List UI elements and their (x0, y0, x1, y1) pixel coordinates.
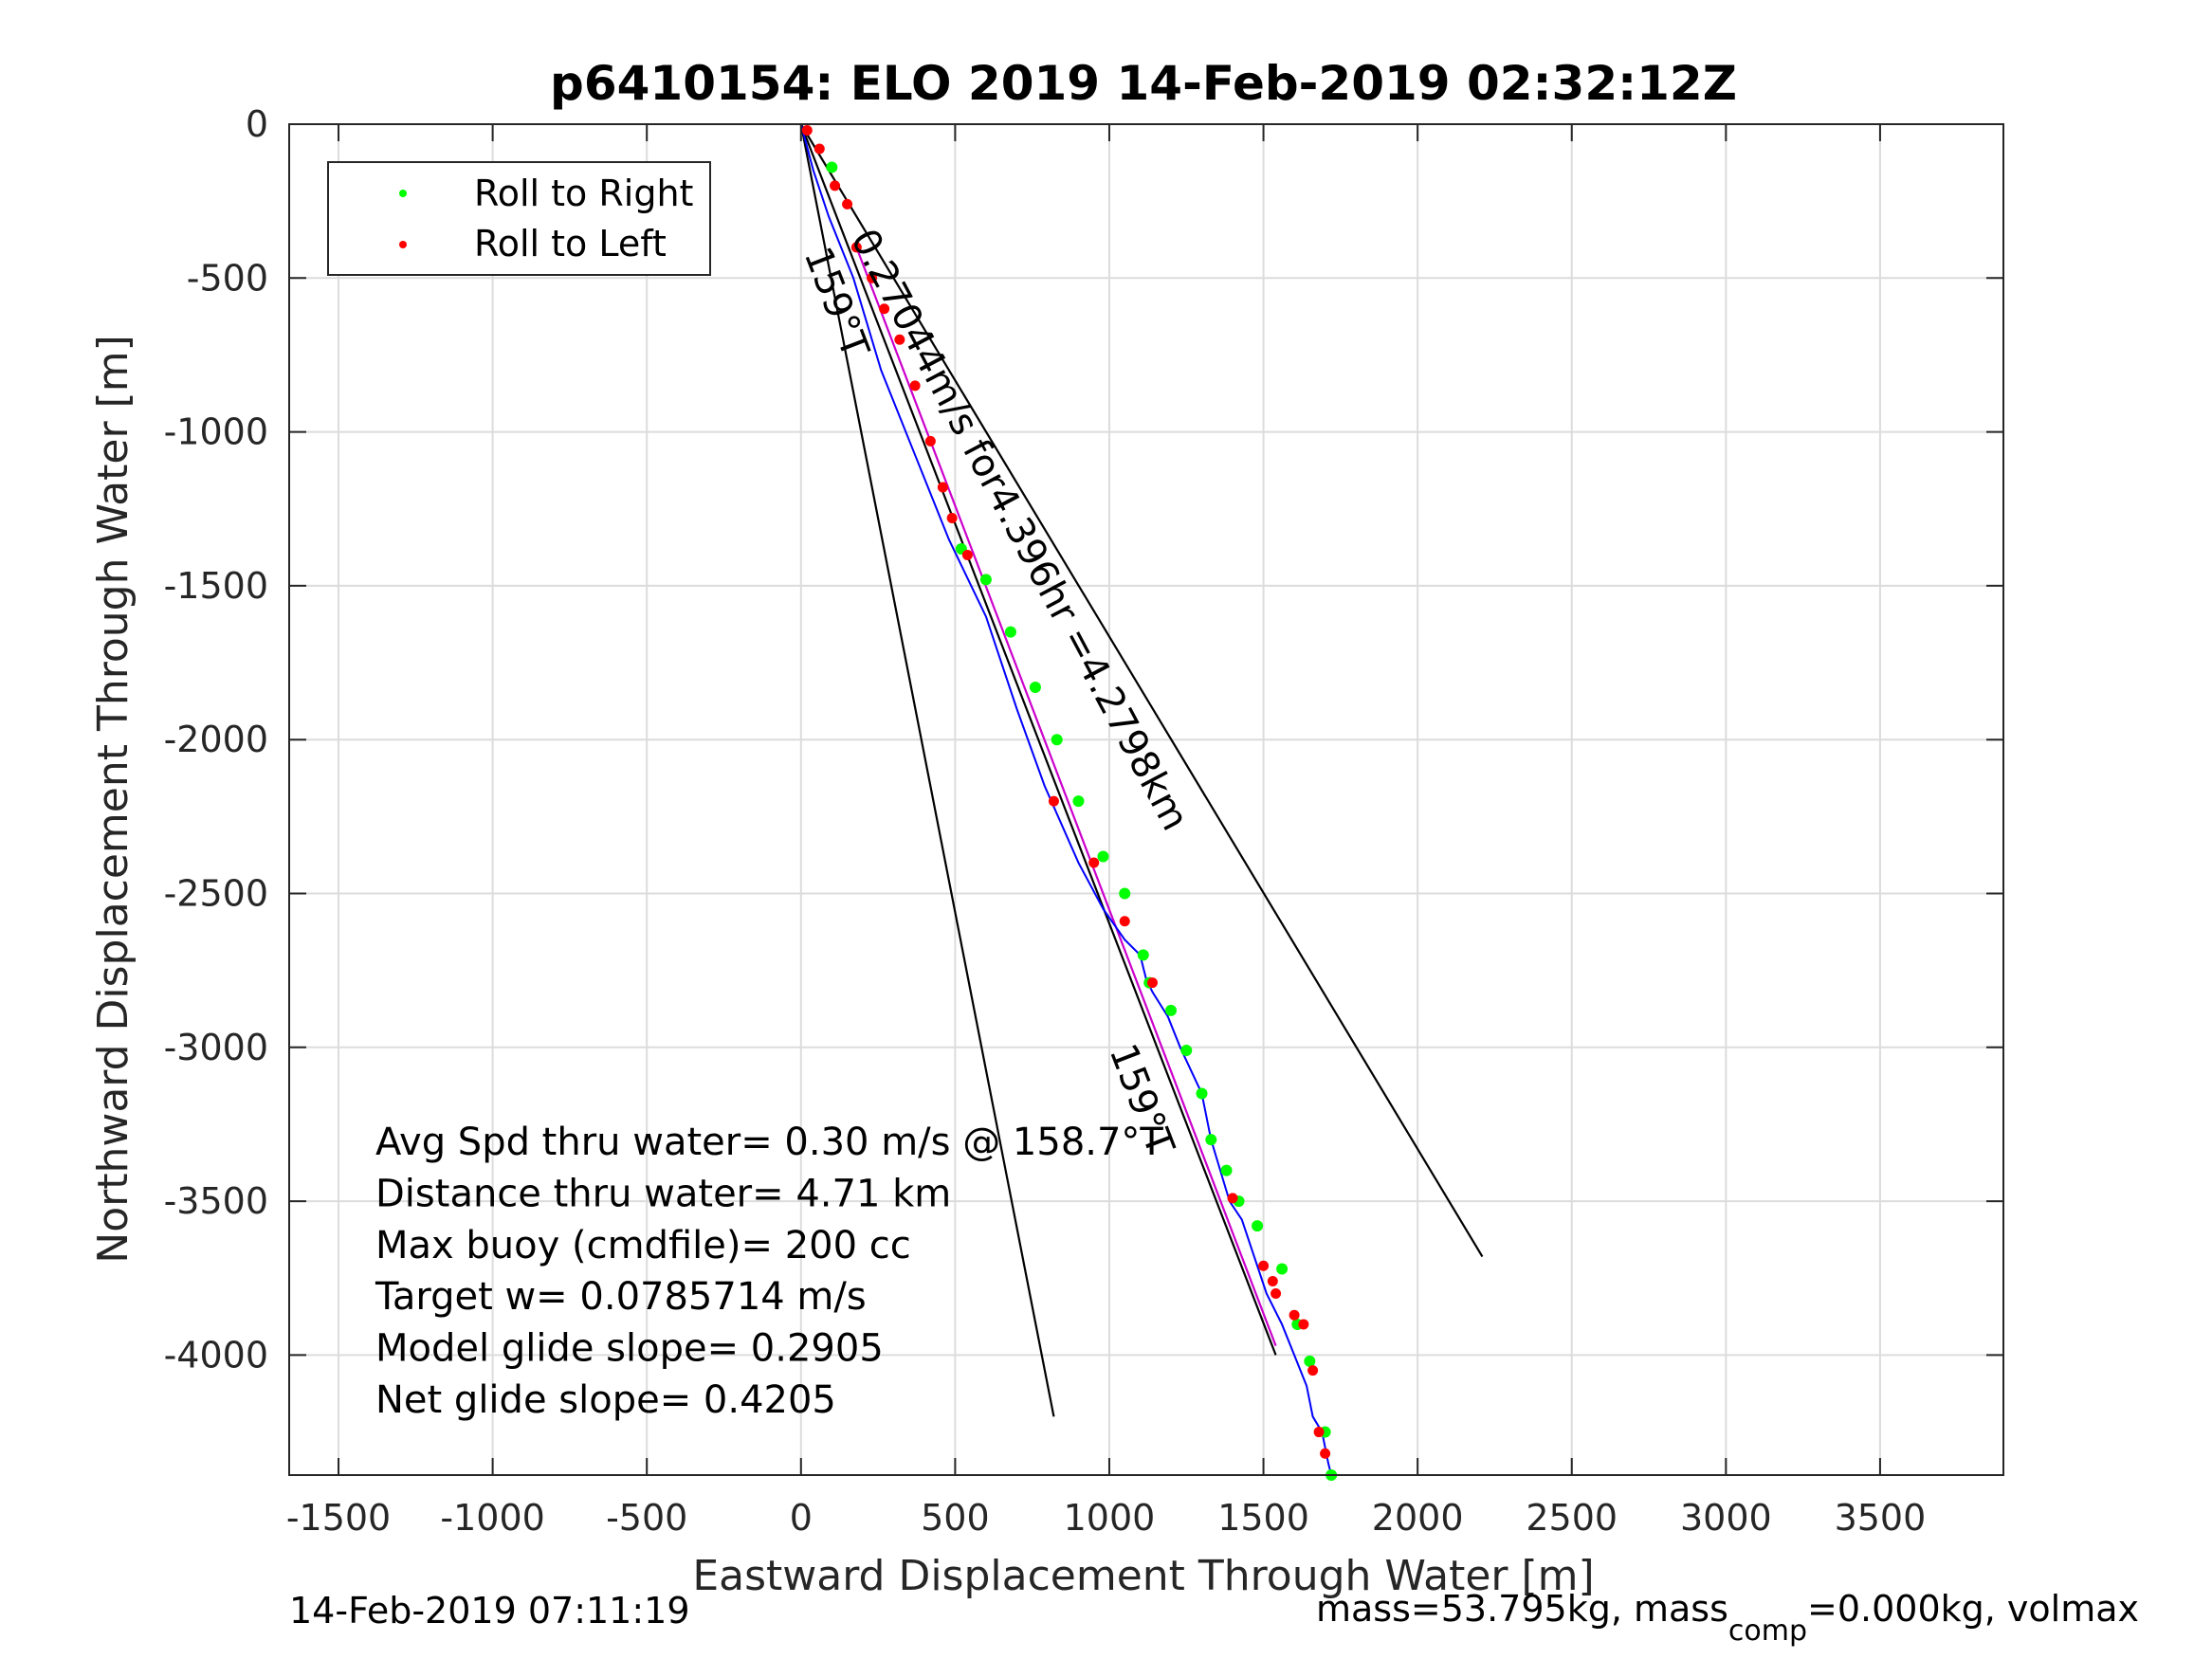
legend-box (327, 161, 711, 276)
roll-left-point (924, 435, 936, 447)
y-tick-label: -3500 (164, 1180, 268, 1222)
roll-right-point (1137, 949, 1149, 961)
x-tick-label: 3000 (1680, 1497, 1772, 1539)
stats-annotation-line: Avg Spd thru water= 0.30 m/s @ 158.7°T (375, 1121, 1163, 1164)
x-tick-label: 1500 (1217, 1497, 1309, 1539)
roll-right-point (1252, 1220, 1264, 1232)
chart-title: p6410154: ELO 2019 14-Feb-2019 02:32:12Z (550, 56, 1737, 111)
footer-mass-subscript: comp (1728, 1614, 1807, 1648)
roll-left-point (1147, 977, 1159, 989)
plot-frame (288, 123, 2004, 1476)
footer-mass-rest: =0.000kg, volmax (1807, 1588, 2139, 1630)
stats-annotation-line: Distance thru water= 4.71 km (375, 1172, 951, 1215)
roll-left-point (814, 143, 825, 155)
y-tick-label: -4000 (164, 1334, 268, 1376)
roll-right-point (1205, 1134, 1217, 1146)
roll-right-point (1051, 734, 1063, 746)
roll-right-point (1276, 1263, 1289, 1275)
roll-left-point (1313, 1427, 1325, 1438)
track-line (799, 123, 1333, 1476)
y-tick-label: -2500 (164, 873, 268, 915)
roll-left-point (1307, 1365, 1319, 1376)
stats-annotation-line: Target w= 0.0785714 m/s (375, 1275, 867, 1319)
stats-annotation-line: Max buoy (cmdfile)= 200 cc (375, 1224, 911, 1267)
roll-right-point (1072, 795, 1085, 808)
roll-left-point (850, 242, 862, 253)
grid-lines (289, 123, 2003, 1475)
glider-track (799, 123, 1333, 1476)
roll-left-point (1289, 1309, 1300, 1321)
roll-left-point (879, 303, 890, 315)
x-tick-label: 0 (790, 1497, 813, 1539)
heading-line (799, 123, 1055, 1417)
y-tick-label: -500 (187, 257, 268, 299)
roll-right-point (1180, 1045, 1193, 1057)
x-tick-label: 1000 (1064, 1497, 1156, 1539)
y-axis-label: Northward Displacement Through Water [m] (89, 335, 137, 1263)
y-tick-label: -1000 (164, 411, 268, 453)
roll-right-point (826, 161, 838, 173)
roll-right-point (1304, 1355, 1316, 1367)
roll-left-point (830, 180, 841, 191)
stats-annotation-line: Net glide slope= 0.4205 (375, 1378, 836, 1422)
x-tick-label: -1500 (286, 1497, 391, 1539)
roll-left-point (894, 334, 905, 345)
roll-left-point (909, 380, 921, 392)
roll-left-point (801, 124, 813, 136)
roll-left-point (946, 512, 958, 523)
stats-annotations: Avg Spd thru water= 0.30 m/s @ 158.7°T Di… (375, 1121, 1163, 1422)
heading-lines (799, 123, 1484, 1417)
y-tick-label: 0 (246, 103, 268, 145)
footer-mass-info: mass=53.795kg, masscomp=0.000kg, volmax (1316, 1588, 2139, 1648)
roll-right-point (1220, 1164, 1233, 1176)
roll-left-point (1267, 1276, 1278, 1287)
footer-mass-part: mass=53.795kg, mass (1316, 1588, 1728, 1630)
y-tick-label: -2000 (164, 719, 268, 760)
x-tick-label: -500 (606, 1497, 687, 1539)
roll-right-point (1004, 626, 1016, 638)
roll-left-point (842, 198, 853, 210)
roll-left-point (867, 272, 878, 283)
axis-ticks: -1500 -1000 -500 0 500 1000 1500 2000 2500 3000 35… (164, 103, 2003, 1539)
roll-left-point (937, 482, 948, 493)
roll-left-point (1119, 916, 1130, 927)
roll-right-point (1029, 682, 1041, 694)
roll-right-point (1119, 887, 1131, 900)
x-tick-label: 2500 (1526, 1497, 1618, 1539)
x-tick-label: 500 (921, 1497, 990, 1539)
roll-left-point (1320, 1448, 1331, 1459)
roll-right-point (1196, 1087, 1208, 1100)
stats-annotation-line: Model glide slope= 0.2905 (375, 1327, 884, 1371)
roll-left-point (1271, 1287, 1282, 1299)
roll-right-point (979, 574, 992, 586)
legend-label-roll-left: Roll to Left (474, 223, 667, 264)
roll-left-point (1298, 1319, 1309, 1330)
legend-marker-roll-left (399, 241, 407, 248)
heading-line (855, 246, 1277, 1347)
roll-left-point (1088, 857, 1100, 868)
roll-right-point (1097, 850, 1109, 863)
x-tick-label: -1000 (440, 1497, 544, 1539)
roll-points (801, 124, 1338, 1481)
legend-marker-roll-right (399, 190, 407, 197)
roll-left-point (1048, 795, 1059, 807)
heading-line (799, 123, 1484, 1258)
legend-label-roll-right: Roll to Right (474, 173, 693, 214)
legend: Roll to Right Roll to Left (327, 161, 711, 276)
x-tick-label: 3500 (1835, 1497, 1927, 1539)
roll-left-point (1227, 1193, 1238, 1204)
y-tick-label: -3000 (164, 1027, 268, 1068)
x-axis-label: Eastward Displacement Through Water [m] (692, 1552, 1594, 1600)
roll-right-point (1165, 1004, 1178, 1016)
roll-left-point (1258, 1260, 1270, 1271)
heading-line (799, 123, 1277, 1356)
footer-timestamp: 14-Feb-2019 07:11:19 (289, 1590, 690, 1632)
y-tick-label: -1500 (164, 565, 268, 607)
roll-left-point (961, 549, 973, 560)
x-tick-label: 2000 (1372, 1497, 1464, 1539)
